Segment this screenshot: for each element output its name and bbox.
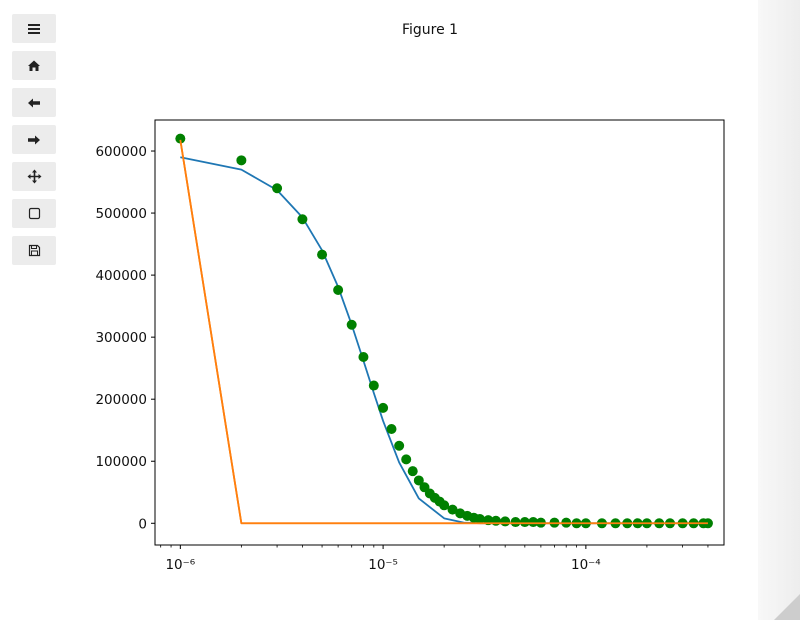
y-tick-label: 100000 [95,454,147,470]
y-tick-label: 300000 [95,330,147,346]
menu-button[interactable] [12,14,56,43]
y-tick-label: 400000 [95,268,147,284]
pan-button[interactable] [12,162,56,191]
scatter-point [346,319,357,330]
scatter-point [474,513,485,524]
x-tick-label: 10⁻⁴ [571,557,601,573]
forward-button[interactable] [12,125,56,154]
scatter-point [519,517,530,528]
scatter-point [394,440,405,451]
scatter-point [317,249,328,260]
save-button[interactable] [12,236,56,265]
scatter-point [272,183,283,194]
scatter-point [368,380,379,391]
home-button[interactable] [12,51,56,80]
figure-title: Figure 1 [401,22,459,38]
scatter-point [407,466,418,477]
series-line-1 [180,156,708,525]
navigation-toolbar [12,14,56,265]
scatter-point [528,517,539,528]
scatter-point [500,516,511,527]
scatter-point [236,155,247,166]
forward-arrow-icon [28,135,40,144]
scatter-point [510,517,521,528]
back-arrow-icon [28,98,40,107]
tick-layer: 0 100000 200000 300000 400000 500000 600000 10⁻… [95,144,709,573]
zoom-rect-icon [28,207,40,220]
axes-frame [154,119,725,546]
scatter-point [333,285,344,295]
y-tick-label: 500000 [95,206,147,222]
menu-icon [28,23,40,34]
window-edge [758,0,800,620]
scatter-point [175,133,186,144]
back-button[interactable] [12,88,56,117]
pan-icon [27,169,41,184]
scatter-point [358,352,369,363]
series-line-overlay [179,139,708,525]
y-tick-label: 0 [138,516,147,532]
scatter-point [386,423,397,434]
scatter-point [401,454,412,465]
home-icon [28,60,40,71]
x-tick-label: 10⁻⁶ [165,557,195,573]
save-icon [28,244,40,257]
scatter-point [439,500,450,511]
scatter-point [378,402,389,413]
series-line-2 [179,139,708,525]
scatter-point [447,504,458,515]
resize-grip[interactable] [774,594,800,620]
x-tick-label: 10⁻⁵ [368,557,398,573]
scatter-point [490,515,501,526]
zoom-rect-button[interactable] [12,199,56,228]
y-tick-label: 600000 [95,144,147,160]
scatter-point [297,214,308,225]
scatter-point [413,475,424,486]
y-tick-label: 200000 [95,392,147,408]
series-layer [175,133,713,529]
